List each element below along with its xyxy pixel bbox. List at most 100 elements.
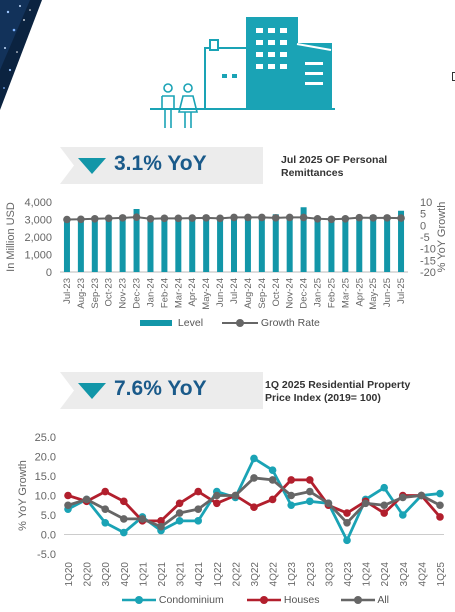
y-tick-label: 0.0	[41, 530, 56, 542]
condominium-point	[268, 466, 277, 474]
legend-houses: Houses	[247, 594, 320, 606]
condominium-point	[380, 483, 389, 492]
growth-rate-point	[146, 215, 155, 223]
y-tick-label: 4,000	[24, 197, 52, 209]
skyline-icon	[150, 17, 335, 110]
property-legend: Condominium Houses All	[0, 594, 455, 610]
remittance-yoy-value: 3.1% YoY	[114, 152, 207, 175]
bar-level	[314, 217, 321, 272]
bar-level	[133, 209, 140, 272]
y-tick-label: 10.0	[35, 491, 56, 503]
bar-level	[300, 207, 307, 272]
legend-condominium: Condominium	[122, 594, 224, 606]
bar-level	[356, 216, 363, 272]
condominium-point	[436, 489, 444, 498]
bar-level	[161, 219, 168, 272]
x-tick-label: 3Q22	[250, 562, 261, 587]
all-point	[306, 487, 314, 496]
all-point	[399, 493, 407, 502]
all-point	[417, 491, 426, 500]
legend-level-swatch	[140, 320, 172, 327]
bar-level	[147, 219, 154, 272]
houses-point	[213, 499, 221, 508]
y2-tick-label: -20	[420, 267, 436, 279]
remittance-chart-title: Jul 2025 OF Personal Remittances	[281, 154, 451, 180]
people-icon	[161, 83, 199, 128]
condominium-point	[175, 517, 184, 525]
x-tick-label: Jul-25	[396, 278, 407, 304]
legend-all-label: All	[377, 594, 390, 606]
x-tick-label: Jul-24	[229, 278, 240, 304]
houses-point	[101, 487, 109, 496]
property-yoy-badge: 7.6% YoY	[60, 372, 263, 409]
x-tick-label: Feb-25	[326, 278, 337, 308]
x-tick-label: Oct-24	[271, 278, 282, 307]
x-tick-label: Aug-24	[243, 278, 254, 309]
bar-level	[189, 218, 196, 272]
all-point	[157, 522, 165, 531]
houses-point	[120, 497, 128, 506]
growth-rate-point	[104, 214, 113, 223]
y-tick-label: 1,000	[24, 250, 52, 262]
legend-level-label: Level	[177, 317, 204, 329]
checkbox-icon[interactable]	[452, 72, 455, 81]
bar-level	[398, 210, 405, 272]
condominium-point	[306, 497, 314, 506]
growth-rate-point	[341, 215, 350, 223]
houses-point	[343, 509, 351, 517]
all-point	[213, 491, 221, 500]
x-tick-label: 2Q22	[231, 562, 242, 587]
growth-rate-point	[188, 214, 197, 222]
all-point	[361, 499, 370, 508]
growth-rate-point	[271, 214, 280, 222]
growth-rate-point	[63, 215, 71, 224]
growth-rate-point	[174, 214, 183, 223]
x-tick-label: Feb-24	[159, 278, 170, 308]
x-tick-label: 1Q25	[436, 562, 447, 587]
y2-tick-label: 10	[420, 197, 432, 209]
growth-rate-point	[327, 215, 336, 224]
x-tick-label: 4Q20	[120, 562, 131, 587]
legend-condominium-swatch	[122, 596, 156, 605]
property-yoy-value: 7.6% YoY	[114, 377, 207, 400]
growth-rate-point	[355, 213, 364, 222]
all-point	[287, 491, 296, 500]
x-tick-label: 2Q24	[380, 562, 391, 587]
houses-point	[268, 495, 277, 504]
bar-level	[63, 219, 70, 272]
x-tick-label: 1Q21	[138, 562, 149, 587]
growth-rate-point	[369, 214, 378, 222]
houses-point	[436, 513, 444, 521]
y-tick-label: 2,000	[24, 232, 52, 244]
starfield-decoration	[0, 0, 42, 110]
x-tick-label: 1Q22	[213, 562, 224, 587]
y2-tick-label: -10	[420, 244, 436, 256]
houses-point	[287, 476, 296, 484]
x-tick-label: 4Q21	[194, 562, 205, 587]
legend-growth: Growth Rate	[222, 317, 320, 329]
property-price-chart: 25.0 20.0 15.0 10.0 5.0 0.0 -5.0 % YoY Growth 1Q…	[17, 432, 447, 587]
growth-rate-point	[285, 213, 294, 222]
bar-level	[203, 217, 210, 272]
building-windows	[256, 28, 323, 85]
bar-level	[258, 216, 265, 272]
growth-rate-point	[230, 213, 238, 222]
x-tick-label: Jun-25	[382, 278, 393, 307]
legend-condominium-label: Condominium	[158, 594, 224, 606]
y2-tick-label: -5	[420, 232, 430, 244]
property-title-line2: Price Index (2019= 100)	[265, 392, 381, 404]
bar-level	[231, 216, 237, 272]
all-point	[82, 495, 91, 504]
houses-point	[194, 487, 202, 496]
legend-level: Level	[140, 317, 203, 329]
growth-rate-point	[132, 213, 141, 221]
x-tick-label: Nov-24	[285, 278, 296, 309]
all-point	[436, 501, 444, 510]
bar-level	[342, 217, 349, 272]
remittance-yoy-badge: 3.1% YoY	[60, 147, 263, 184]
all-point	[175, 509, 184, 517]
all-point	[343, 519, 351, 527]
x-tick-label: 2Q21	[157, 562, 168, 587]
x-tick-label: Mar-25	[340, 278, 351, 308]
